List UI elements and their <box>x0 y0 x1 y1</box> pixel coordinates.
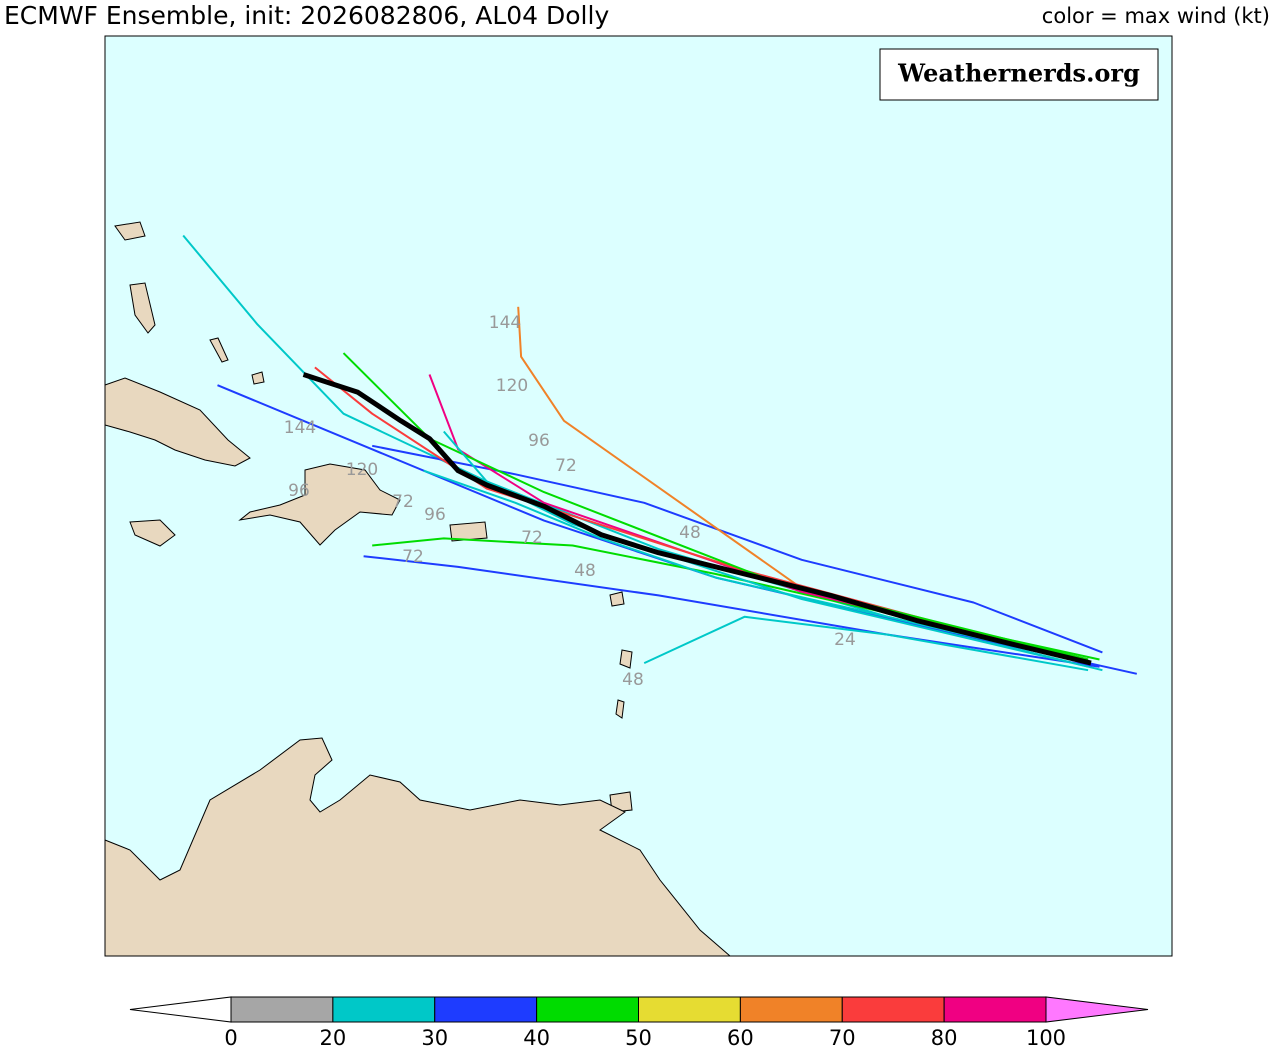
colorbar-label: 20 <box>320 1026 347 1050</box>
member-track <box>643 615 1089 672</box>
cuba <box>104 377 251 467</box>
jamaica <box>129 519 176 547</box>
subtitle: color = max wind (kt) <box>1042 4 1270 28</box>
colorbar-box <box>536 996 639 1023</box>
colorbar-box <box>230 996 334 1023</box>
hour-label: 96 <box>288 481 310 501</box>
andros <box>129 282 156 334</box>
watermark: Weathernerds.org <box>897 59 1140 88</box>
colorbar-box <box>332 996 436 1023</box>
colorbar-over <box>1045 996 1149 1023</box>
colorbar-label: 70 <box>829 1026 856 1050</box>
hour-label: 144 <box>284 418 316 438</box>
mean-track <box>302 372 1092 666</box>
abaco <box>114 221 146 241</box>
colorbar-box <box>638 996 741 1023</box>
hour-label: 144 <box>489 313 521 333</box>
st-lucia <box>615 699 625 719</box>
member-track <box>423 469 1089 665</box>
hour-label: 120 <box>496 376 528 396</box>
colorbar-label: 60 <box>727 1026 754 1050</box>
hour-label: 96 <box>424 505 446 525</box>
colorbar-box <box>434 996 538 1023</box>
hour-label: 96 <box>528 431 550 451</box>
hour-label: 72 <box>555 456 577 476</box>
member-track <box>363 555 1100 668</box>
hour-label: 120 <box>346 460 378 480</box>
hour-label: 72 <box>392 492 414 512</box>
land <box>104 221 732 957</box>
guadeloupe <box>609 591 625 607</box>
colorbar: 0 20 30 40 50 60 70 80 100 <box>129 996 1149 1050</box>
hour-label: 72 <box>521 528 543 548</box>
colorbar-label: 50 <box>625 1026 652 1050</box>
colorbar-under <box>129 996 232 1023</box>
colorbar-label: 0 <box>224 1026 237 1050</box>
hour-label: 48 <box>622 670 644 690</box>
colorbar-box <box>943 996 1047 1023</box>
hispaniola <box>238 463 401 546</box>
colorbar-label: 30 <box>421 1026 448 1050</box>
bahamas-2 <box>251 371 265 385</box>
tracks <box>182 234 1138 675</box>
colorbar-box <box>841 996 945 1023</box>
watermark-box <box>879 48 1159 101</box>
colorbar-label: 40 <box>523 1026 550 1050</box>
colorbar-box <box>739 996 843 1023</box>
member-track <box>443 430 1089 668</box>
martinique <box>619 649 633 669</box>
puerto-rico <box>449 521 488 542</box>
hour-label: 72 <box>402 547 424 567</box>
colorbar-label: 80 <box>931 1026 958 1050</box>
hour-label: 24 <box>834 630 856 650</box>
hour-label: 48 <box>574 561 596 581</box>
title: ECMWF Ensemble, init: 2026082806, AL04 D… <box>4 1 609 30</box>
colorbar-label: 100 <box>1026 1026 1066 1050</box>
map-frame <box>104 35 1173 957</box>
south-america <box>104 737 732 957</box>
hour-label: 48 <box>679 523 701 543</box>
bahamas-1 <box>209 337 229 363</box>
